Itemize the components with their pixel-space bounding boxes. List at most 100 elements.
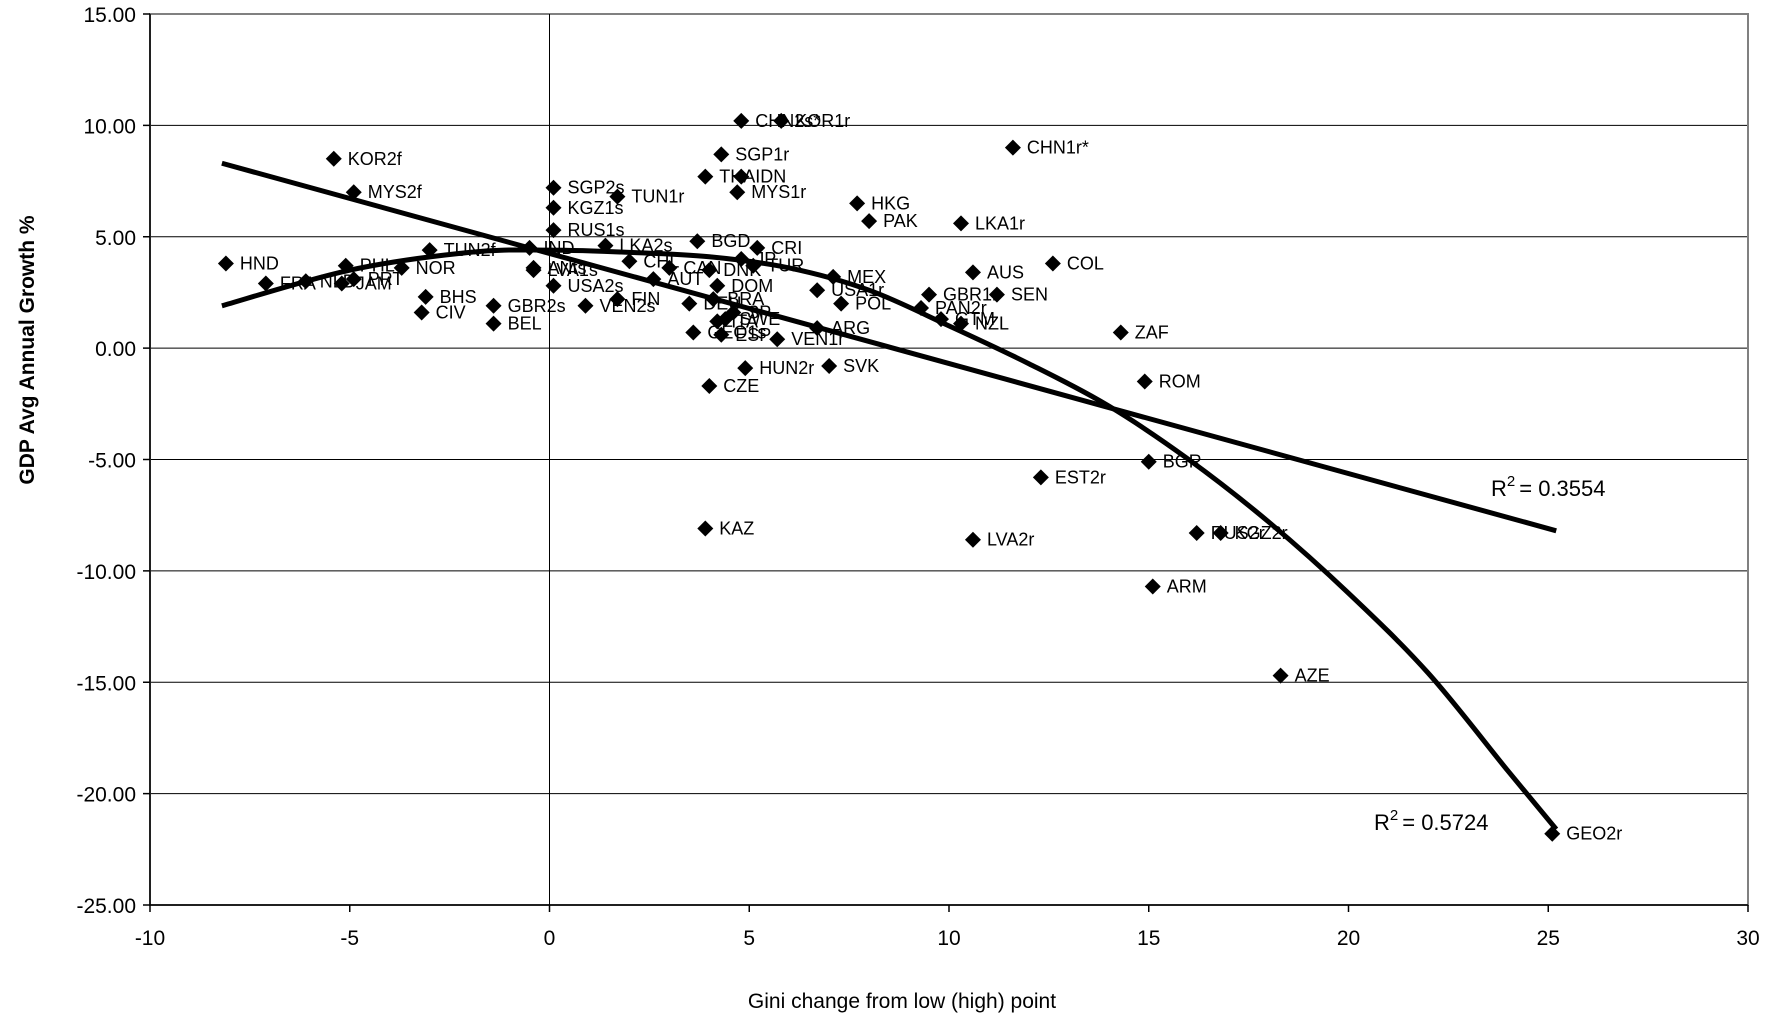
data-point-marker: [952, 215, 969, 232]
y-tick-label: 15.00: [83, 4, 136, 27]
data-point-marker: [809, 320, 826, 337]
data-point-marker: [701, 262, 718, 279]
data-point-marker: [1004, 139, 1021, 156]
data-point-label: BGR: [1163, 452, 1202, 472]
data-point-label: ROM: [1159, 372, 1201, 392]
data-point-label: SP: [747, 302, 771, 322]
data-point-marker: [697, 168, 714, 185]
data-point-label: SEN: [1011, 285, 1048, 305]
data-point-marker: [545, 222, 562, 239]
data-point-marker: [1140, 453, 1157, 470]
data-point-label: KAZ: [719, 519, 754, 539]
data-point-label: CHL: [643, 251, 679, 271]
polynomial-trendline: [221, 247, 1559, 831]
data-point-marker: [849, 195, 866, 212]
data-point-label: NLD: [320, 271, 356, 291]
data-point-marker: [609, 188, 626, 205]
data-point-marker: [1136, 373, 1153, 390]
data-point-label: GTM: [955, 309, 995, 329]
x-tick-label: 0: [544, 927, 556, 950]
data-point-marker: [345, 184, 362, 201]
data-point-marker: [1144, 578, 1161, 595]
y-tick-label: -10.00: [76, 561, 136, 584]
y-tick-label: -20.00: [76, 784, 136, 807]
data-point-label: PAN2r: [935, 298, 987, 318]
data-point-marker: [345, 271, 362, 288]
data-point-label: CAN: [683, 258, 721, 278]
trendlines: [221, 160, 1559, 831]
data-point-label: BEL: [508, 314, 542, 334]
data-point-label: BHS: [440, 287, 477, 307]
data-point-label: JAM: [356, 274, 392, 294]
data-point-label: DOM: [731, 276, 773, 296]
data-point-label: SWE: [739, 309, 780, 329]
data-point-marker: [709, 313, 726, 330]
data-point-marker: [325, 150, 342, 167]
r2-value: = 0.3554: [1519, 476, 1605, 501]
data-point-marker: [729, 184, 746, 201]
data-point-label: ZAF: [1135, 323, 1169, 343]
data-point-label: GBR2s: [508, 296, 566, 316]
data-point-label: BGD: [711, 231, 750, 251]
data-point-marker: [521, 239, 538, 256]
data-point-label: TUR: [767, 256, 804, 276]
data-point-marker: [609, 291, 626, 308]
data-point-label: ARG: [831, 318, 870, 338]
data-point-marker: [333, 275, 350, 292]
data-point-label: IND: [544, 238, 575, 258]
data-point-label: NOR: [416, 258, 456, 278]
data-point-marker: [773, 112, 790, 129]
data-point-marker: [485, 297, 502, 314]
data-point-label: GEO1s: [707, 323, 766, 343]
data-point-marker: [1212, 525, 1229, 542]
data-point-label: ARM: [1167, 576, 1207, 596]
data-point-marker: [217, 255, 234, 272]
data-point-label: NZL: [975, 314, 1009, 334]
data-point-label: HUN2r: [759, 358, 814, 378]
data-point-marker: [1188, 525, 1205, 542]
data-point-marker: [337, 257, 354, 274]
data-point-marker: [701, 377, 718, 394]
data-point-marker: [621, 253, 638, 270]
data-point-label: MYS2f: [368, 182, 423, 202]
data-point-label: RUS1s: [567, 220, 624, 240]
data-point-label: CHN2s*: [755, 111, 820, 131]
data-point-label: DEU: [703, 294, 741, 314]
data-point-label: CRI: [771, 238, 802, 258]
data-point-marker: [421, 242, 438, 259]
data-point-marker: [861, 213, 878, 230]
data-point-label: AZE: [1295, 666, 1330, 686]
data-point-marker: [733, 251, 750, 268]
r2-linear-label: R2 = 0.3554: [1491, 473, 1605, 501]
data-point-marker: [821, 357, 838, 374]
y-tick-label: 5.00: [95, 227, 136, 250]
data-point-marker: [733, 112, 750, 129]
data-point-label: EST2r: [1055, 467, 1106, 487]
data-point-label: JP: [755, 249, 776, 269]
linear-trendline: [221, 160, 1557, 534]
y-tick-label: 10.00: [83, 115, 136, 138]
data-point-label: VEN1r: [791, 329, 844, 349]
data-point-label: ITA: [731, 311, 758, 331]
data-point-label: FRA: [280, 274, 316, 294]
data-point-label: ESP: [735, 325, 771, 345]
data-point-marker: [737, 360, 754, 377]
data-point-marker: [1544, 825, 1561, 842]
data-point-label: SGP1r: [735, 144, 789, 164]
data-point-marker: [1032, 469, 1049, 486]
data-point-label: AUT: [667, 269, 703, 289]
y-axis-title: GDP Avg Annual Growth %: [16, 215, 39, 484]
data-point-marker: [733, 168, 750, 185]
data-point-marker: [681, 295, 698, 312]
data-point-label: RUS2r: [1211, 523, 1265, 543]
data-point-label: HKG: [871, 193, 910, 213]
data-point-label: KGZ2r: [1235, 523, 1288, 543]
gridlines: [150, 124, 1748, 795]
data-point-label: HND: [240, 253, 279, 273]
data-point-marker: [749, 239, 766, 256]
data-point-marker: [921, 286, 938, 303]
data-point-label: LVA1s: [548, 260, 598, 280]
data-point-marker: [913, 300, 930, 317]
data-point-label: CHN1r*: [1027, 138, 1089, 158]
data-point-label: USA2s: [567, 276, 623, 296]
